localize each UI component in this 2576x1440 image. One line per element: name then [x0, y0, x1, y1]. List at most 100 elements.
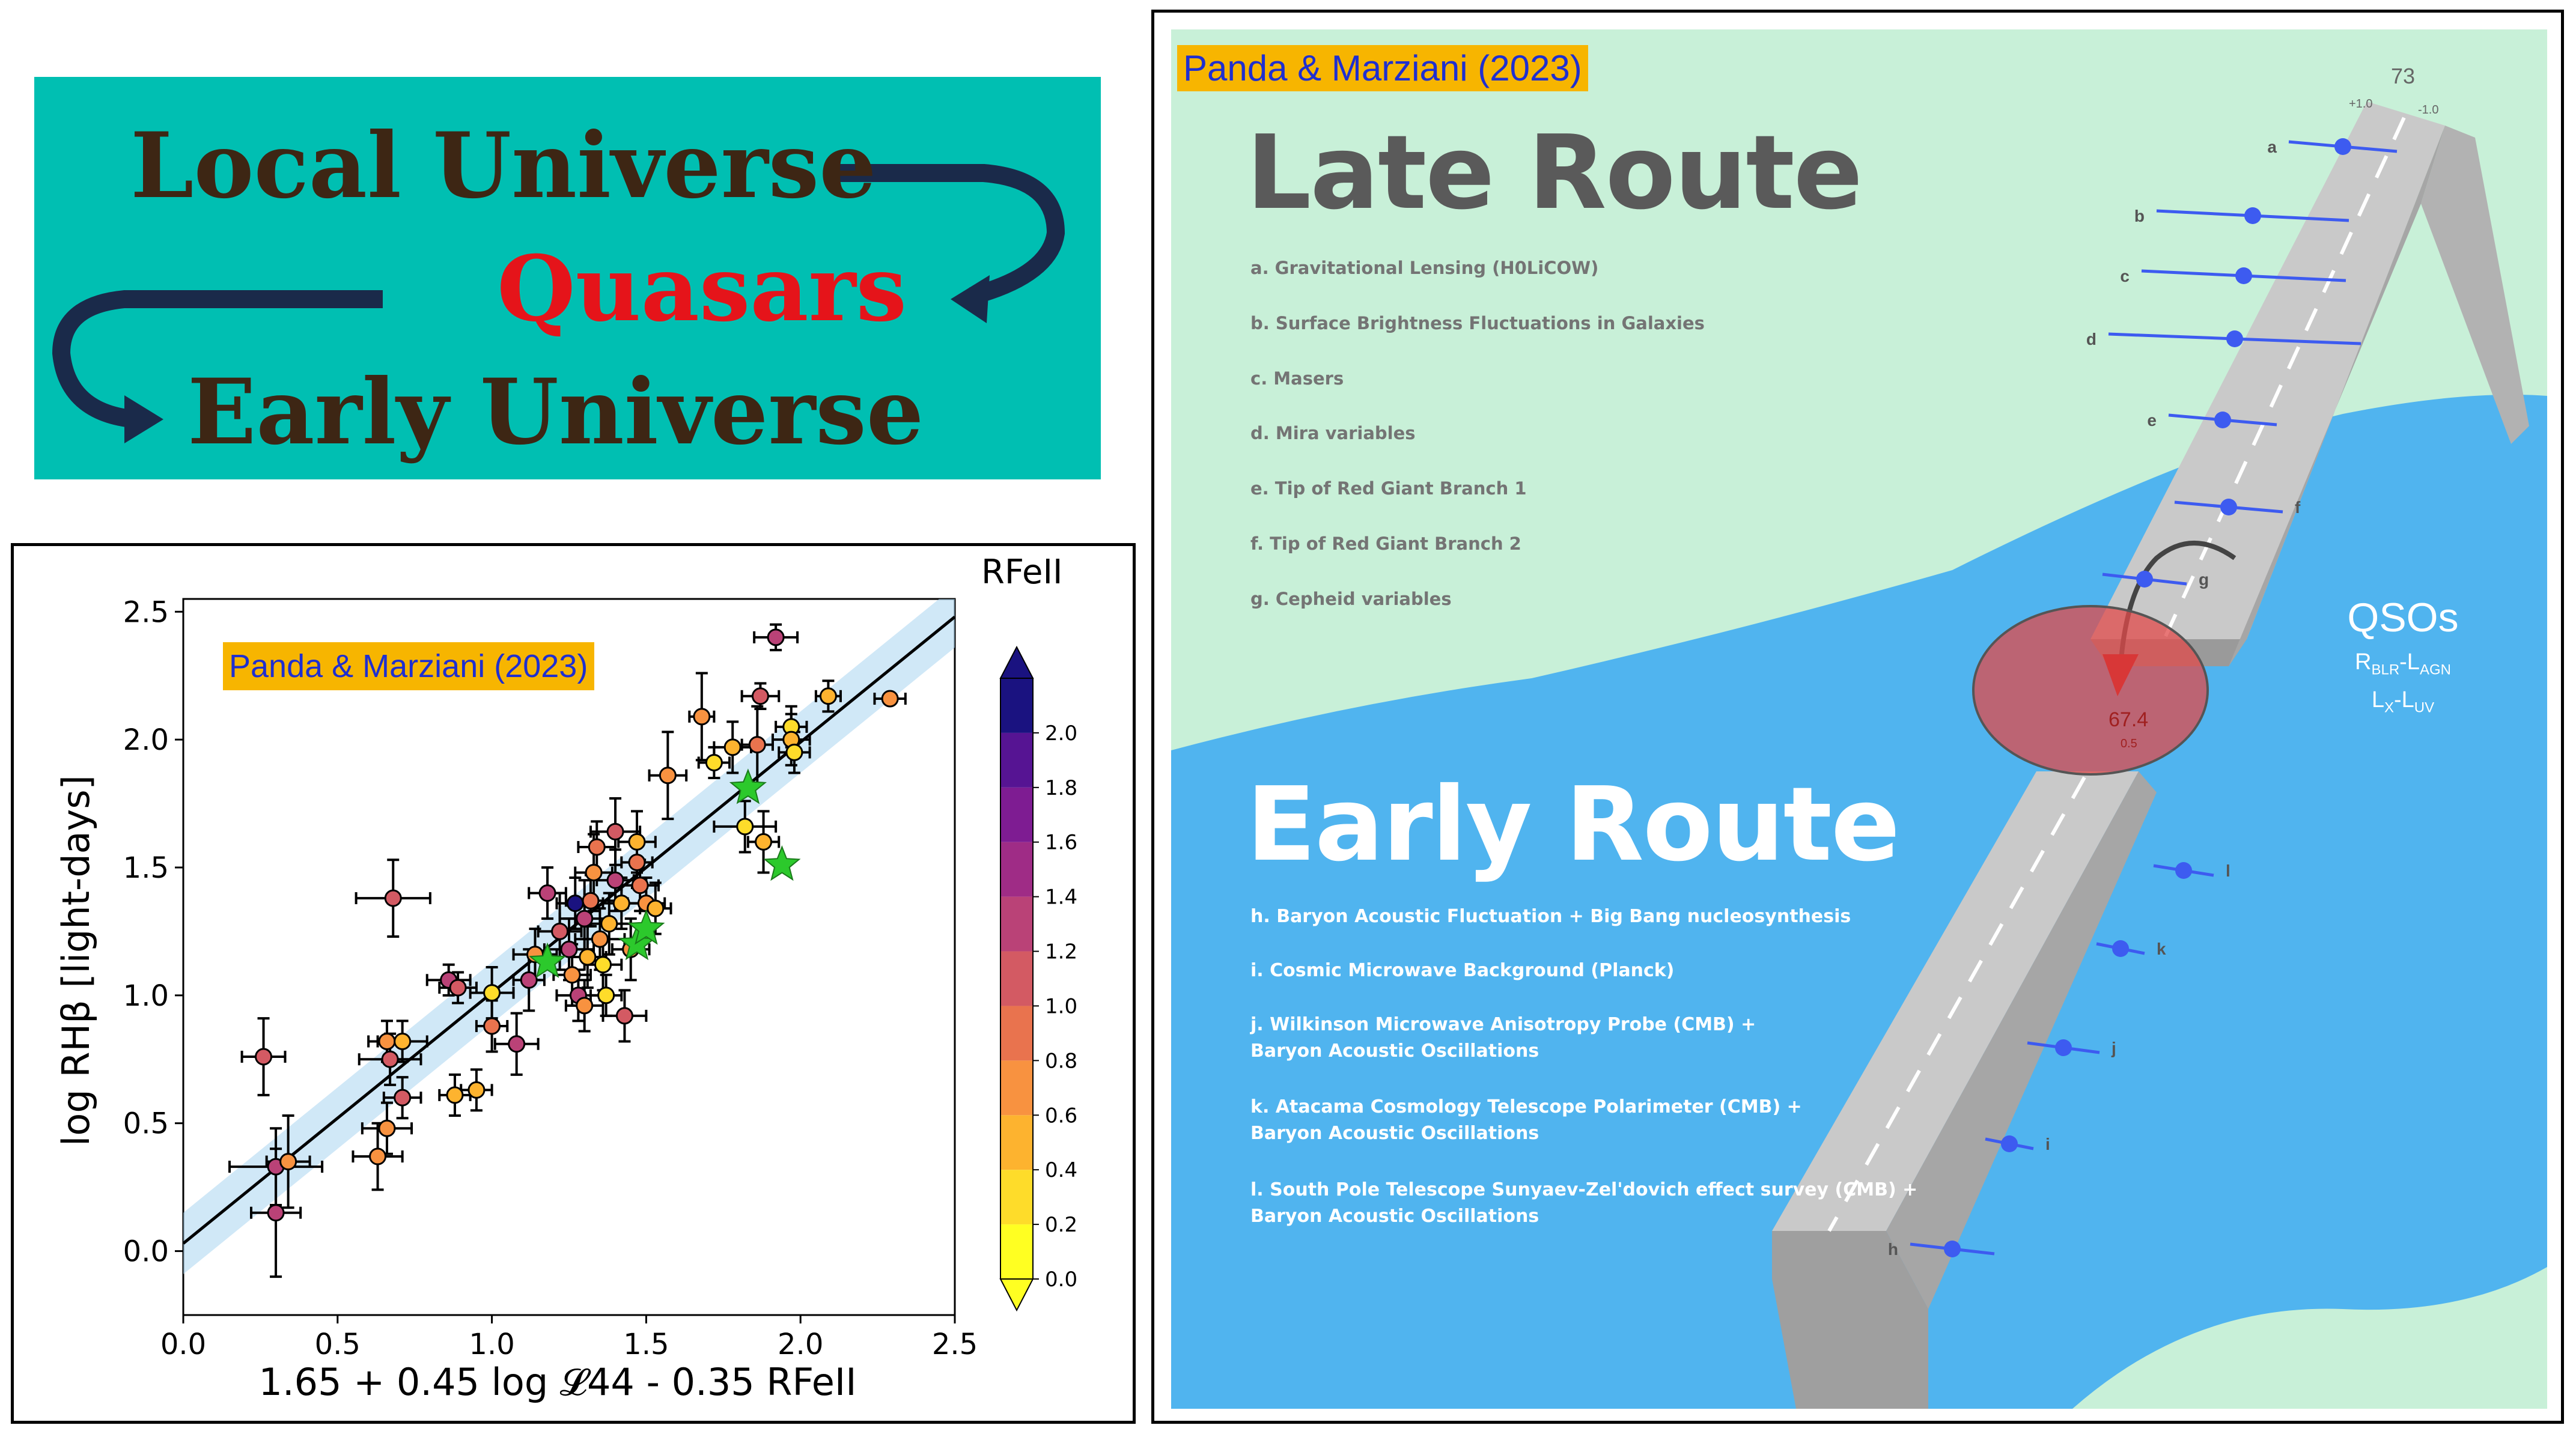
data-point — [748, 736, 766, 754]
data-point — [576, 997, 594, 1015]
rel2-a-sub: X — [2384, 699, 2394, 716]
data-point — [705, 753, 723, 771]
late-item-g: g. Cepheid variables — [1250, 589, 1452, 609]
data-point — [378, 1119, 396, 1137]
data-point — [279, 1153, 297, 1171]
data-point — [449, 979, 467, 997]
late-h0-minus: -1.0 — [2418, 103, 2438, 117]
qso-highlight — [1972, 605, 2209, 776]
route-marker-label: b — [2134, 207, 2145, 225]
data-point — [785, 743, 803, 761]
y-tick-label: 2.0 — [123, 723, 169, 757]
colorbar-extend-top — [999, 645, 1034, 679]
data-point — [538, 884, 556, 902]
data-point — [394, 1089, 412, 1107]
route-marker-label: a — [2267, 138, 2277, 156]
colorbar-segment — [1000, 1224, 1033, 1279]
route-badge: Panda & Marziani (2023) — [1177, 45, 1588, 91]
route-marker-dot — [1944, 1241, 1961, 1257]
data-point — [755, 833, 773, 851]
late-route-title: Late Route — [1246, 114, 1863, 232]
data-point — [394, 1032, 412, 1050]
route-marker-dot — [2226, 330, 2243, 347]
colorbar-segment — [1000, 951, 1033, 1006]
data-point — [378, 1032, 396, 1050]
scatter-panel: 0.0 0.5 1.0 1.5 2.0 2.5 0.0 0.5 1.0 1.5 2.0 2.5 0.0… — [11, 543, 1136, 1424]
chart-badge-bg — [223, 642, 594, 690]
scatter-chart: 0.0 0.5 1.0 1.5 2.0 2.5 0.0 0.5 1.0 1.5 2.0 2.5 0.0… — [54, 553, 1077, 1404]
colorbar-tick-label: 1.0 — [1045, 994, 1077, 1018]
colorbar-segment — [1000, 787, 1033, 842]
colorbar-tick-label: 1.6 — [1045, 831, 1077, 855]
data-point — [582, 892, 600, 910]
data-point — [446, 1086, 464, 1104]
route-marker-dot — [2136, 571, 2153, 588]
route-marker-dot — [2112, 940, 2129, 957]
chart-badge: Panda & Marziani (2023) — [229, 648, 588, 684]
late-item-a: a. Gravitational Lensing (H0LiCOW) — [1250, 258, 1599, 278]
data-point — [600, 915, 618, 933]
early-h0-value: 67.4 — [2109, 708, 2148, 731]
route-marker-label: l — [2226, 861, 2230, 880]
arrow-quasars-to-early — [52, 290, 383, 428]
data-point — [483, 984, 501, 1002]
colorbar-segment — [1000, 732, 1033, 788]
star-marker — [528, 942, 567, 979]
route-marker-label: i — [2045, 1135, 2050, 1153]
route-marker-label: k — [2157, 940, 2166, 958]
data-point — [597, 986, 615, 1004]
colorbar-tick-label: 0.8 — [1045, 1049, 1077, 1073]
route-marker-dot — [2334, 138, 2351, 155]
early-item-j: j. Wilkinson Microwave Anisotropy Probe … — [1250, 1014, 1756, 1062]
data-point — [585, 864, 603, 882]
y-tick-label: 0.0 — [123, 1235, 169, 1269]
colorbar-tick-label: 0.0 — [1045, 1268, 1077, 1292]
data-point — [628, 853, 646, 871]
data-point — [693, 708, 711, 726]
data-point — [588, 838, 606, 856]
data-point — [881, 690, 899, 708]
colorbar-label: RFeII — [981, 553, 1063, 592]
y-axis-label: log RHβ [light-days] — [54, 775, 98, 1146]
colorbar-extend-bottom — [999, 1278, 1034, 1312]
arrow-local-to-quasars — [839, 164, 1065, 305]
y-tick-label: 1.0 — [123, 979, 169, 1013]
x-tick-label: 0.0 — [160, 1328, 206, 1361]
data-point — [606, 871, 624, 889]
data-point — [467, 1081, 486, 1099]
banner-arrows — [52, 164, 1065, 443]
colorbar-segment — [1000, 1170, 1033, 1225]
data-point — [267, 1204, 285, 1222]
y-tick-label: 1.5 — [123, 851, 169, 885]
route-marker-dot — [2175, 862, 2192, 879]
data-point — [751, 687, 769, 705]
early-item-h: h. Baryon Acoustic Fluctuation + Big Ban… — [1250, 906, 1851, 927]
arrow-head-right — [951, 275, 990, 323]
route-marker-label: j — [2111, 1039, 2116, 1057]
colorbar-segment — [1000, 1060, 1033, 1116]
route-marker-dot — [2001, 1135, 2018, 1152]
early-item-k: k. Atacama Cosmology Telescope Polarimet… — [1250, 1096, 1802, 1144]
colorbar-segment — [1000, 678, 1033, 733]
early-h0-small: 0.5 — [2121, 737, 2137, 750]
route-marker-label: f — [2295, 498, 2301, 517]
route-marker-dot — [2235, 267, 2252, 284]
data-point — [483, 1017, 501, 1035]
data-point — [576, 910, 594, 928]
early-bridge — [1772, 771, 2157, 1409]
rel1-a: R — [2355, 649, 2372, 675]
route-background: a b c d e f g l k j i h 73 +1.0 -1.0 67.4 0.5 — [1171, 29, 2547, 1409]
data-point — [255, 1048, 273, 1066]
early-item-i: i. Cosmic Microwave Background (Planck) — [1250, 960, 1675, 981]
data-point — [579, 948, 597, 966]
x-axis-label: 1.65 + 0.45 log 𝓛44 - 0.35 RFeII — [259, 1360, 857, 1404]
rel2-b-sub: UV — [2414, 699, 2435, 716]
colorbar-segment — [1000, 1006, 1033, 1061]
route-marker-label: d — [2086, 330, 2096, 348]
y-tick-label: 0.5 — [123, 1107, 169, 1141]
rel1-b: -L — [2399, 649, 2420, 675]
route-marker-dot — [2055, 1039, 2072, 1056]
star-marker — [763, 845, 801, 881]
qso-relation-rblr-lagn: RBLR-LAGN — [2283, 649, 2523, 679]
route-marker-dot — [2244, 207, 2261, 224]
